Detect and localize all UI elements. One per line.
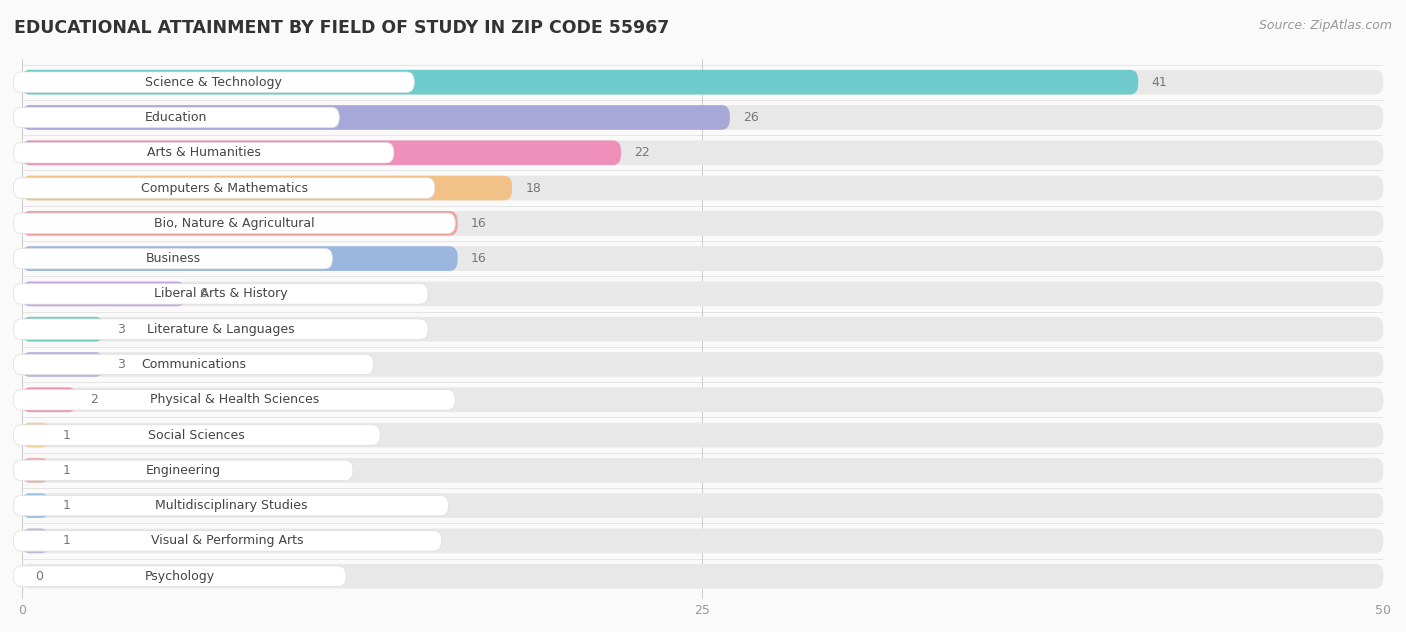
Text: 1: 1 <box>63 499 70 512</box>
Text: Computers & Mathematics: Computers & Mathematics <box>141 181 308 195</box>
FancyBboxPatch shape <box>21 494 1384 518</box>
FancyBboxPatch shape <box>21 246 457 271</box>
FancyBboxPatch shape <box>21 176 1384 200</box>
FancyBboxPatch shape <box>13 107 339 128</box>
FancyBboxPatch shape <box>21 140 621 165</box>
FancyBboxPatch shape <box>21 387 1384 412</box>
FancyBboxPatch shape <box>21 176 512 200</box>
FancyBboxPatch shape <box>21 317 1384 341</box>
Text: Science & Technology: Science & Technology <box>145 76 283 88</box>
FancyBboxPatch shape <box>13 531 441 551</box>
FancyBboxPatch shape <box>21 458 1384 483</box>
FancyBboxPatch shape <box>21 494 49 518</box>
Text: Liberal Arts & History: Liberal Arts & History <box>153 288 287 300</box>
Text: 3: 3 <box>117 323 125 336</box>
Text: EDUCATIONAL ATTAINMENT BY FIELD OF STUDY IN ZIP CODE 55967: EDUCATIONAL ATTAINMENT BY FIELD OF STUDY… <box>14 19 669 37</box>
FancyBboxPatch shape <box>13 213 456 234</box>
FancyBboxPatch shape <box>21 423 49 447</box>
FancyBboxPatch shape <box>21 105 1384 130</box>
Text: 3: 3 <box>117 358 125 371</box>
Text: Multidisciplinary Studies: Multidisciplinary Studies <box>155 499 307 512</box>
FancyBboxPatch shape <box>21 528 49 553</box>
FancyBboxPatch shape <box>13 178 434 198</box>
FancyBboxPatch shape <box>13 460 353 480</box>
FancyBboxPatch shape <box>21 458 49 483</box>
Text: 22: 22 <box>634 146 650 159</box>
FancyBboxPatch shape <box>21 564 1384 588</box>
FancyBboxPatch shape <box>21 281 1384 307</box>
FancyBboxPatch shape <box>21 317 104 341</box>
FancyBboxPatch shape <box>13 319 427 339</box>
Text: 6: 6 <box>198 288 207 300</box>
FancyBboxPatch shape <box>21 528 1384 553</box>
FancyBboxPatch shape <box>13 566 346 586</box>
FancyBboxPatch shape <box>13 495 449 516</box>
FancyBboxPatch shape <box>21 281 186 307</box>
Text: 2: 2 <box>90 393 97 406</box>
Text: 1: 1 <box>63 464 70 477</box>
FancyBboxPatch shape <box>21 140 1384 165</box>
FancyBboxPatch shape <box>21 352 104 377</box>
Text: 0: 0 <box>35 569 44 583</box>
Text: Engineering: Engineering <box>146 464 221 477</box>
FancyBboxPatch shape <box>21 352 1384 377</box>
FancyBboxPatch shape <box>13 248 332 269</box>
FancyBboxPatch shape <box>21 246 1384 271</box>
Text: Business: Business <box>145 252 201 265</box>
FancyBboxPatch shape <box>13 355 374 375</box>
FancyBboxPatch shape <box>21 211 457 236</box>
Text: 1: 1 <box>63 535 70 547</box>
Text: Source: ZipAtlas.com: Source: ZipAtlas.com <box>1258 19 1392 32</box>
FancyBboxPatch shape <box>13 389 456 410</box>
Text: Arts & Humanities: Arts & Humanities <box>146 146 260 159</box>
FancyBboxPatch shape <box>21 211 1384 236</box>
FancyBboxPatch shape <box>13 425 380 446</box>
Text: 16: 16 <box>471 252 486 265</box>
Text: 16: 16 <box>471 217 486 230</box>
FancyBboxPatch shape <box>21 387 76 412</box>
FancyBboxPatch shape <box>21 70 1384 95</box>
Text: Education: Education <box>145 111 208 124</box>
FancyBboxPatch shape <box>21 105 730 130</box>
FancyBboxPatch shape <box>13 284 427 304</box>
Text: Communications: Communications <box>141 358 246 371</box>
FancyBboxPatch shape <box>21 423 1384 447</box>
Text: 26: 26 <box>744 111 759 124</box>
FancyBboxPatch shape <box>21 70 1139 95</box>
Text: 1: 1 <box>63 428 70 442</box>
FancyBboxPatch shape <box>13 143 394 163</box>
Text: 41: 41 <box>1152 76 1167 88</box>
Text: Psychology: Psychology <box>145 569 215 583</box>
Text: Literature & Languages: Literature & Languages <box>146 323 294 336</box>
FancyBboxPatch shape <box>13 72 415 92</box>
Text: 18: 18 <box>526 181 541 195</box>
Text: Bio, Nature & Agricultural: Bio, Nature & Agricultural <box>155 217 315 230</box>
Text: Social Sciences: Social Sciences <box>149 428 245 442</box>
Text: Visual & Performing Arts: Visual & Performing Arts <box>152 535 304 547</box>
Text: Physical & Health Sciences: Physical & Health Sciences <box>149 393 319 406</box>
